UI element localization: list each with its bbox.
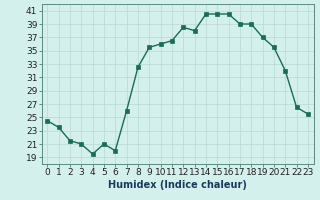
X-axis label: Humidex (Indice chaleur): Humidex (Indice chaleur) <box>108 180 247 190</box>
